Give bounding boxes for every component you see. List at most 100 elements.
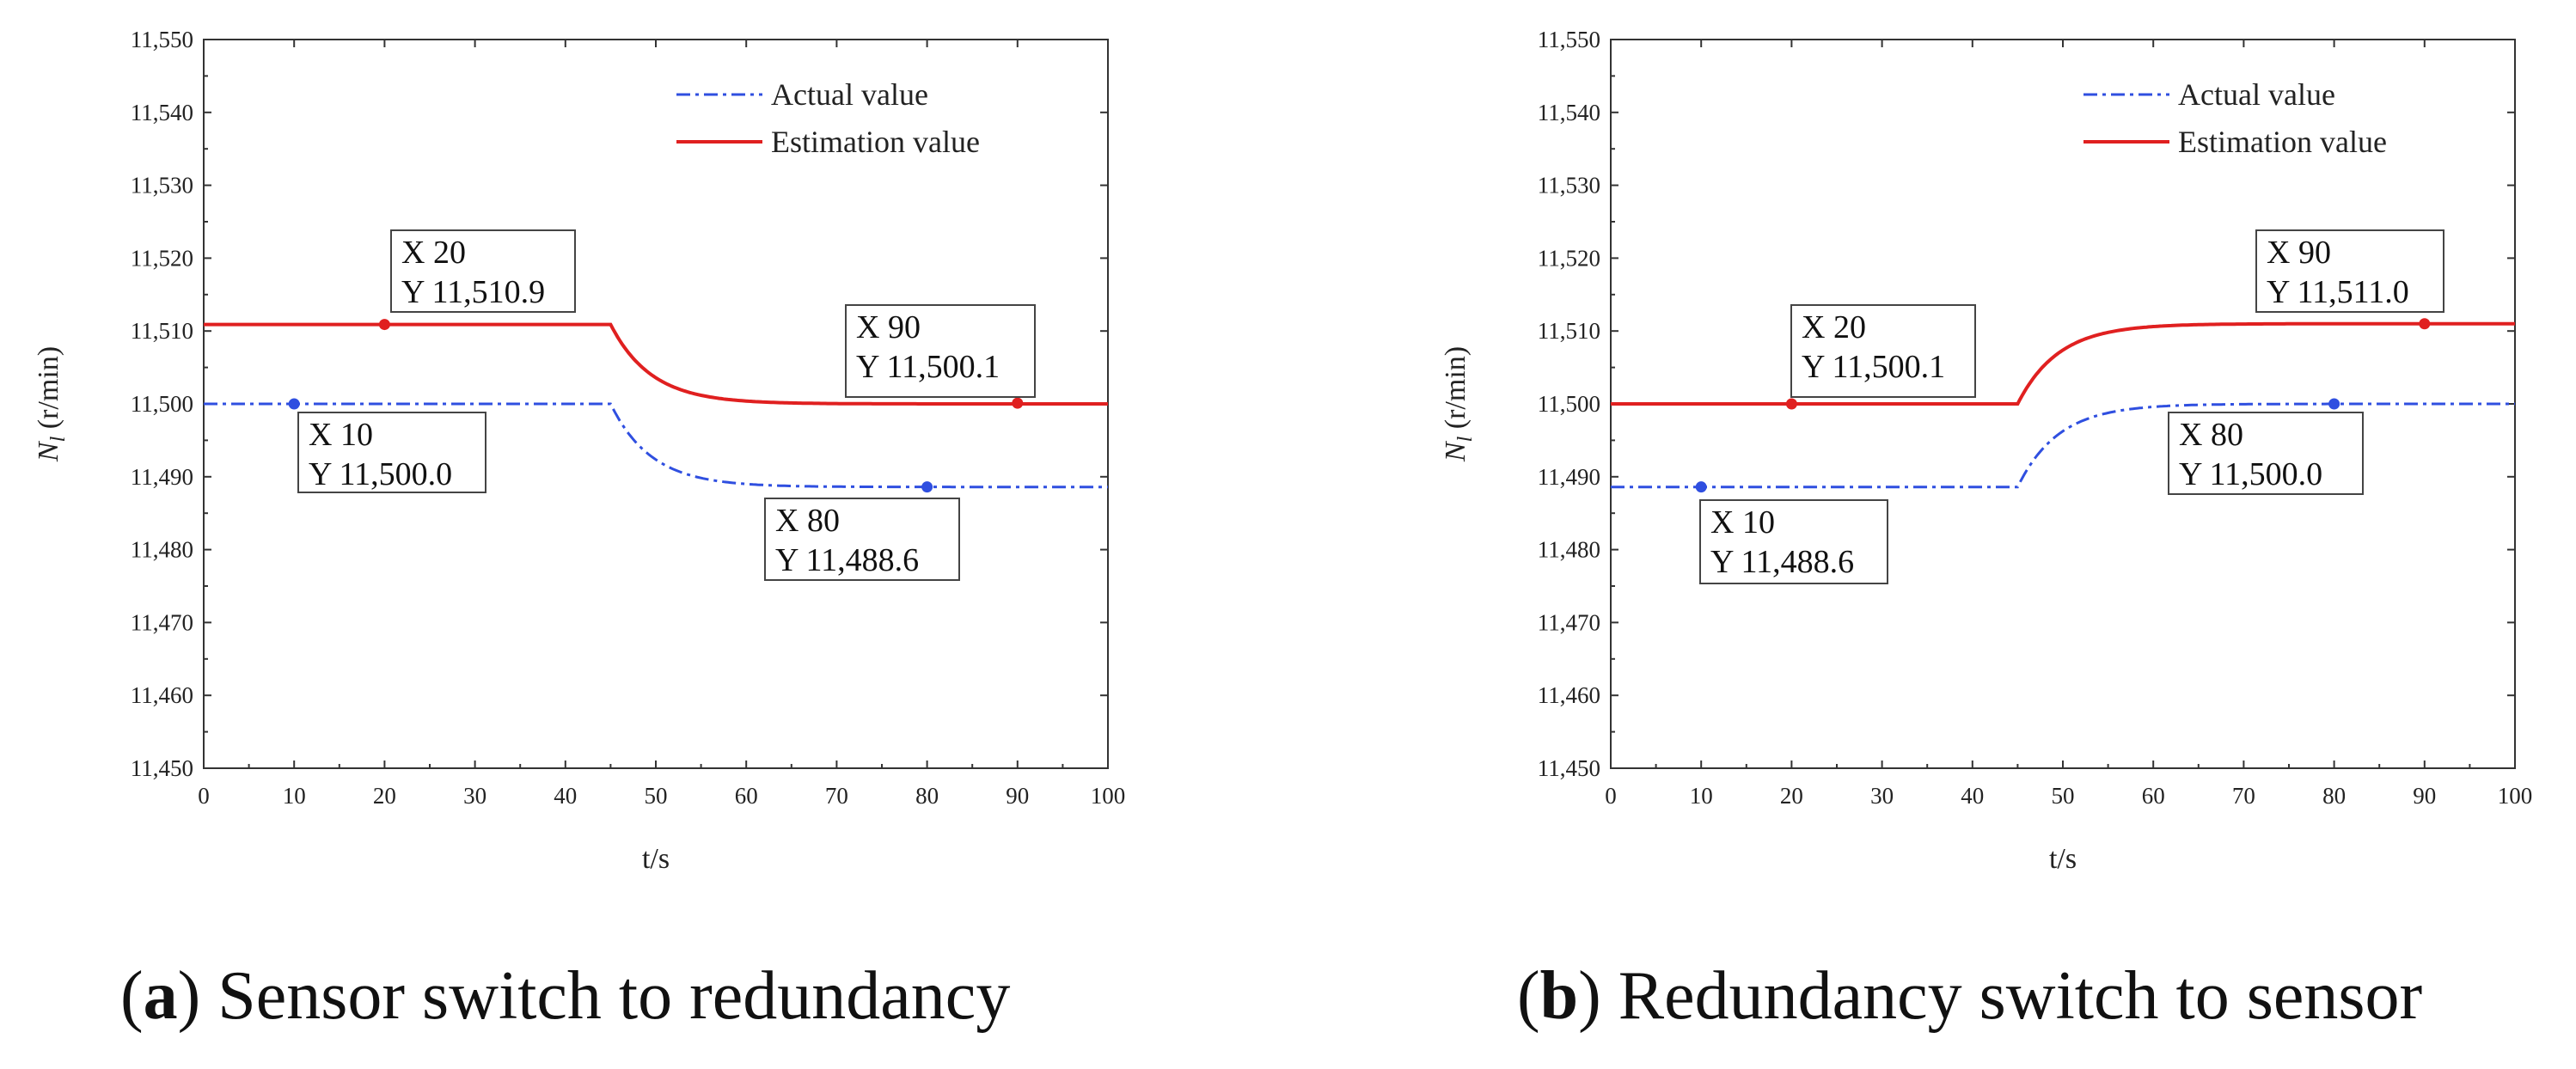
panel-b: 11,450 11,460 11,470 11,480 11,490 11,500 11,5…: [1440, 27, 2532, 1034]
legend-label-estimation: Estimation value: [2178, 125, 2387, 159]
data-marker: [2328, 398, 2340, 410]
x-tick-label: 60: [735, 783, 758, 809]
x-tick-label: 0: [1605, 783, 1617, 809]
data-marker: [921, 481, 933, 493]
x-tick-label: 20: [1780, 783, 1803, 809]
annotation-y-label: Y 11,488.6: [1710, 544, 1854, 580]
data-marker: [1785, 398, 1797, 410]
y-tick-label: 11,540: [1538, 100, 1600, 125]
annotation-x-label: X 10: [1710, 504, 1775, 541]
x-tick-label: 100: [2498, 783, 2533, 809]
y-tick-label: 11,450: [1538, 755, 1600, 781]
y-tick-label: 11,480: [1538, 537, 1600, 563]
data-marker: [288, 398, 300, 410]
annotation-y-label: Y 11,511.0: [2267, 274, 2409, 310]
y-axis-title: Nl (r/min): [1440, 346, 1477, 462]
annotation-box: [1790, 304, 1976, 398]
caption-text: ) Sensor switch to redundancy: [178, 958, 1011, 1034]
caption-open-paren: (: [120, 958, 144, 1034]
x-tick-label: 100: [1091, 783, 1126, 809]
annotation-x-label: X 20: [1802, 309, 1866, 345]
annotation-y-label: Y 11,500.1: [856, 349, 1000, 385]
y-tick-label: 11,510: [1538, 318, 1600, 344]
annotation-box: [297, 412, 486, 493]
y-tick-label: 11,550: [131, 27, 193, 52]
x-tick-label: 60: [2142, 783, 2165, 809]
y-tick-label: 11,530: [1538, 173, 1600, 199]
y-tick-label: 11,460: [1538, 682, 1600, 708]
annotation-x-label: X 90: [856, 309, 921, 345]
data-marker: [2419, 318, 2431, 330]
y-tick-label: 11,490: [131, 464, 193, 490]
y-axis-title-symbol: N: [33, 440, 64, 462]
y-tick-label: 11,510: [131, 318, 193, 344]
series-line-estimation: [204, 322, 1108, 406]
y-tick-label: 11,480: [131, 537, 193, 563]
x-tick-label: 80: [915, 783, 939, 809]
data-marker: [378, 319, 390, 331]
y-axis-title-subscript: l: [47, 436, 70, 442]
annotation-y-label: Y 11,500.0: [2179, 456, 2322, 492]
x-axis-title: t/s: [642, 843, 670, 875]
y-axis-title-subscript: l: [1454, 436, 1477, 442]
x-tick-label: 10: [1690, 783, 1713, 809]
annotation-x-label: X 80: [775, 503, 840, 539]
series-line-estimation: [1611, 321, 2515, 406]
x-tick-label: 40: [554, 783, 577, 809]
annotation-box: [1699, 499, 1888, 584]
panel-caption: (b) Redundancy switch to sensor: [1517, 958, 2422, 1034]
annotation-box: [764, 498, 960, 581]
x-tick-label: 50: [2052, 783, 2075, 809]
x-tick-label: 30: [463, 783, 486, 809]
y-axis-title-unit: (r/min): [33, 346, 64, 437]
y-tick-label: 11,520: [131, 245, 193, 271]
series-line-actual: [1611, 402, 2515, 489]
y-tick-label: 11,550: [1538, 27, 1600, 52]
panel-a: 11,450 11,460 11,470 11,480 11,490 11,500 11,5…: [33, 27, 1125, 1034]
caption-open-paren: (: [1517, 958, 1540, 1034]
x-tick-label: 90: [2413, 783, 2436, 809]
y-tick-label: 11,540: [131, 100, 193, 125]
y-tick-label: 11,520: [1538, 245, 1600, 271]
y-tick-label: 11,530: [131, 173, 193, 199]
x-tick-label: 20: [373, 783, 396, 809]
caption-letter: b: [1540, 958, 1579, 1034]
y-tick-label: 11,470: [131, 609, 193, 635]
x-tick-label: 40: [1961, 783, 1984, 809]
caption-text: ) Redundancy switch to sensor: [1578, 958, 2422, 1034]
x-tick-label: 90: [1006, 783, 1029, 809]
y-tick-label: 11,490: [1538, 464, 1600, 490]
y-tick-label: 11,460: [131, 682, 193, 708]
x-tick-label: 30: [1870, 783, 1894, 809]
annotation-box: [2168, 412, 2364, 495]
annotation-x-label: X 20: [401, 235, 466, 271]
legend-label-actual: Actual value: [2178, 77, 2335, 112]
x-tick-label: 50: [645, 783, 668, 809]
data-marker: [1012, 397, 1024, 409]
series-line-actual: [204, 402, 1108, 489]
y-axis-title-unit: (r/min): [1440, 346, 1472, 437]
x-tick-label: 70: [825, 783, 848, 809]
legend-label-estimation: Estimation value: [771, 125, 980, 159]
x-tick-label: 80: [2322, 783, 2346, 809]
x-tick-label: 10: [283, 783, 306, 809]
y-tick-label: 11,450: [131, 755, 193, 781]
annotation-x-label: X 90: [2267, 235, 2331, 271]
annotation-box: [390, 229, 576, 313]
legend-label-actual: Actual value: [771, 77, 928, 112]
panel-caption: (a) Sensor switch to redundancy: [120, 958, 1010, 1034]
y-tick-label: 11,500: [131, 391, 193, 417]
y-tick-label: 11,500: [1538, 391, 1600, 417]
data-marker: [1695, 481, 1707, 493]
x-axis-title: t/s: [2049, 843, 2077, 875]
annotation-x-label: X 80: [2179, 417, 2243, 453]
x-tick-label: 70: [2232, 783, 2255, 809]
x-tick-label: 0: [198, 783, 210, 809]
annotation-box: [845, 304, 1036, 398]
y-tick-label: 11,470: [1538, 609, 1600, 635]
annotation-y-label: Y 11,500.0: [309, 456, 452, 492]
annotation-y-label: Y 11,510.9: [401, 274, 545, 310]
y-axis-title-symbol: N: [1440, 440, 1472, 462]
caption-letter: a: [144, 958, 178, 1034]
